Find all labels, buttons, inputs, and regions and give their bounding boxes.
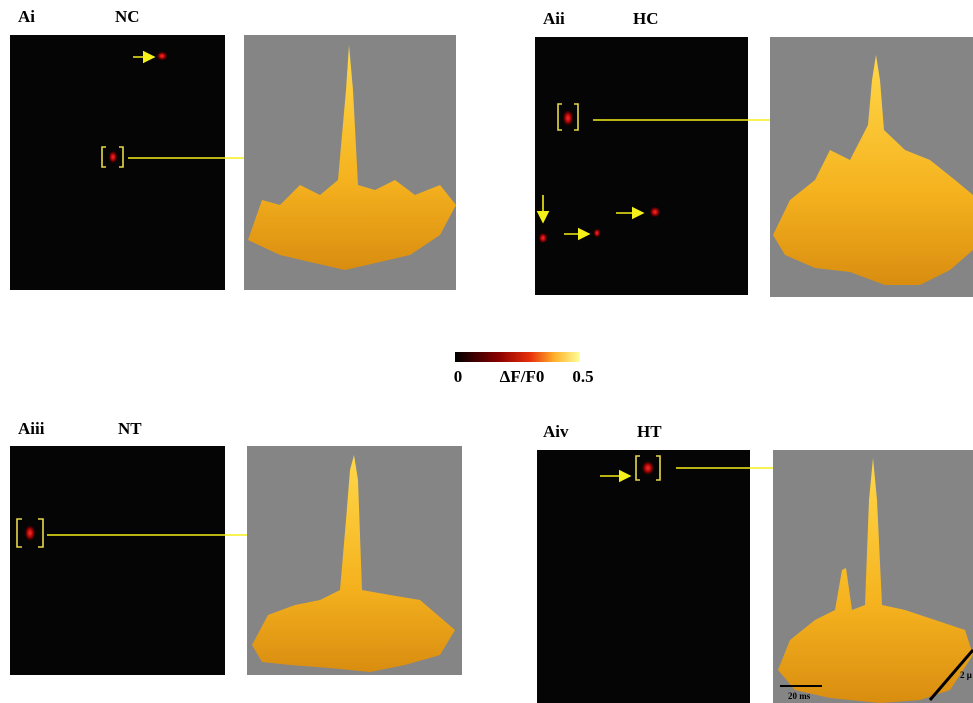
panel-label: Aiii (18, 419, 45, 438)
panel-title: HC (633, 9, 659, 28)
spark (641, 460, 655, 476)
panel-title: NC (115, 7, 140, 26)
linescan-image (535, 37, 748, 295)
scale-bar-label: 20 ms (788, 691, 811, 701)
spark (538, 232, 548, 244)
linescan-image (537, 450, 750, 703)
panel-title: HT (637, 422, 662, 441)
spark (593, 228, 601, 238)
spark (156, 51, 168, 61)
panel-title: NT (118, 419, 142, 438)
spark (649, 206, 661, 218)
scale-bar-label: 2 μ (960, 670, 972, 680)
spark (24, 524, 36, 542)
figure: Ai NC Aii HC 0 ΔF/F0 0.5 Aiii NT Aiv HT … (0, 0, 973, 703)
panel-label: Aii (543, 9, 565, 28)
panel-label: Ai (18, 7, 35, 26)
panel-label: Aiv (543, 422, 569, 441)
spark (108, 150, 118, 164)
colorbar-max: 0.5 (572, 367, 593, 386)
colorbar (455, 352, 580, 362)
colorbar-quantity: ΔF/F0 (500, 367, 545, 386)
colorbar-min: 0 (454, 367, 463, 386)
linescan-image (10, 35, 225, 290)
spark (562, 109, 574, 127)
linescan-image (10, 446, 225, 675)
